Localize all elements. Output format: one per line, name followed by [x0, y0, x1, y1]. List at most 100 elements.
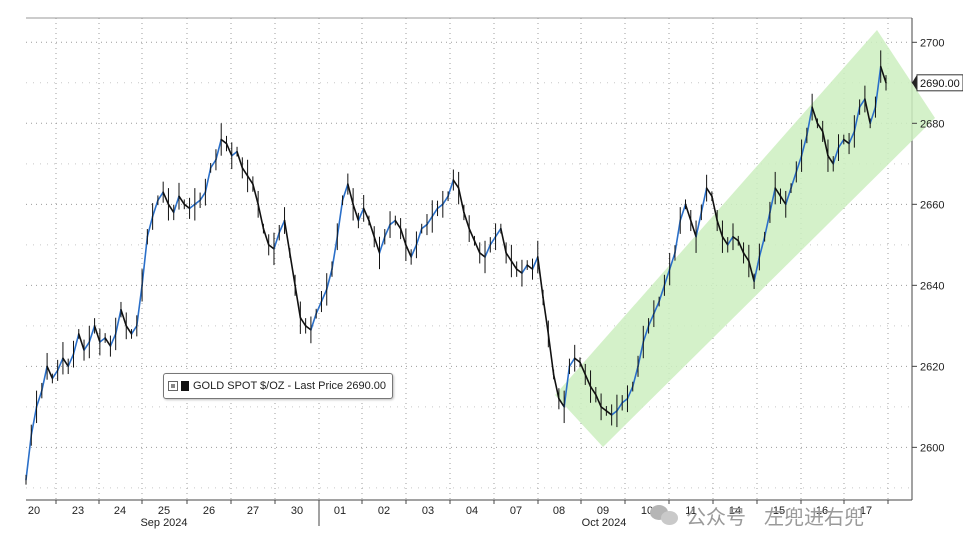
series-segment — [547, 333, 555, 376]
series-segment — [689, 219, 697, 238]
x-tick-label: 27 — [247, 505, 259, 517]
series-segment — [848, 130, 856, 145]
series-segment — [816, 122, 824, 133]
series-segment — [711, 195, 718, 222]
x-tick-label: 17 — [860, 505, 872, 517]
y-tick-label: 2700 — [920, 37, 944, 49]
series-segment — [463, 211, 470, 230]
series-segment — [230, 150, 238, 157]
legend-label: GOLD SPOT $/OZ - Last Price 2690.00 — [193, 380, 386, 392]
series-segment — [72, 333, 80, 355]
series-segment — [83, 341, 91, 351]
series-segment — [336, 199, 344, 238]
series-segment — [283, 219, 291, 254]
series-segment — [478, 252, 486, 258]
watermark: 公众号 左兜进右兜 — [650, 502, 864, 529]
x-month-label: Sep 2024 — [140, 517, 187, 529]
series-segment — [674, 219, 682, 254]
y-tick-label: 2680 — [920, 118, 944, 130]
series-segment — [289, 252, 296, 287]
series-segment — [209, 158, 217, 169]
series-segment — [616, 401, 623, 412]
series-segment — [679, 203, 687, 222]
series-segment — [130, 325, 138, 335]
series-segment — [114, 308, 122, 335]
x-tick-label: 26 — [203, 505, 215, 517]
series-segment — [99, 337, 106, 343]
series-segment — [194, 199, 201, 206]
series-segment — [853, 106, 861, 133]
series-segment — [436, 203, 444, 210]
x-tick-label: 09 — [597, 505, 609, 517]
series-segment — [151, 199, 159, 218]
legend-toggle-icon — [168, 381, 178, 391]
series-segment — [341, 183, 349, 202]
series-segment — [869, 106, 877, 125]
series-segment — [357, 207, 365, 222]
x-month-label: Oct 2024 — [582, 517, 627, 529]
series-segment — [473, 239, 481, 254]
series-segment — [93, 325, 101, 343]
series-segment — [668, 252, 676, 270]
series-segment — [30, 406, 38, 436]
series-segment — [410, 244, 418, 258]
series-segment — [721, 235, 729, 246]
series-segment — [605, 410, 613, 416]
x-tick-label: 16 — [816, 505, 828, 517]
series-segment — [468, 227, 476, 242]
series-segment — [515, 268, 523, 274]
series-segment — [790, 171, 798, 189]
series-segment — [753, 256, 761, 283]
x-tick-label: 25 — [158, 505, 170, 517]
series-segment — [858, 98, 866, 108]
series-segment — [832, 146, 840, 165]
y-tick-label: 2600 — [920, 442, 944, 454]
series-segment — [188, 203, 196, 210]
x-tick-label: 01 — [334, 505, 346, 517]
series-segment — [246, 175, 254, 185]
trend-channel — [555, 30, 935, 447]
series-segment — [373, 235, 381, 254]
series-segment — [167, 203, 175, 214]
series-segment — [795, 154, 803, 173]
x-tick-label: 07 — [510, 505, 522, 517]
series-segment — [442, 195, 449, 206]
series-segment — [141, 235, 149, 287]
series-segment — [726, 235, 734, 246]
series-segment — [146, 215, 154, 238]
series-segment — [183, 203, 191, 210]
series-segment — [637, 341, 645, 368]
chart-legend: GOLD SPOT $/OZ - Last Price 2690.00 — [163, 373, 393, 399]
watermark-name: 左兜进右兜 — [764, 504, 864, 529]
series-segment — [389, 219, 397, 226]
series-segment — [626, 385, 634, 400]
series-segment — [774, 187, 782, 198]
series-segment — [294, 284, 302, 319]
series-segment — [663, 268, 671, 287]
series-segment — [521, 264, 529, 274]
series-segment — [267, 244, 275, 250]
series-segment — [695, 211, 703, 238]
x-tick-label: 24 — [114, 505, 126, 517]
series-segment — [51, 369, 59, 380]
series-segment — [531, 256, 539, 270]
series-segment — [821, 130, 829, 157]
series-segment — [199, 191, 207, 202]
series-segment — [394, 219, 402, 230]
y-tick-label: 2620 — [920, 361, 944, 373]
series-segment — [811, 106, 819, 125]
series-segment — [420, 223, 428, 230]
series-segment — [304, 325, 312, 331]
series-segment — [447, 179, 455, 198]
series-segment — [315, 300, 323, 315]
series-segment — [658, 284, 666, 303]
series-segment — [257, 203, 265, 230]
series-segment — [621, 397, 629, 404]
y-tick-label: 2660 — [920, 199, 944, 211]
series-segment — [837, 138, 845, 149]
series-segment — [278, 219, 286, 234]
x-tick-label: 03 — [422, 505, 434, 517]
last-price-pointer — [912, 74, 917, 91]
